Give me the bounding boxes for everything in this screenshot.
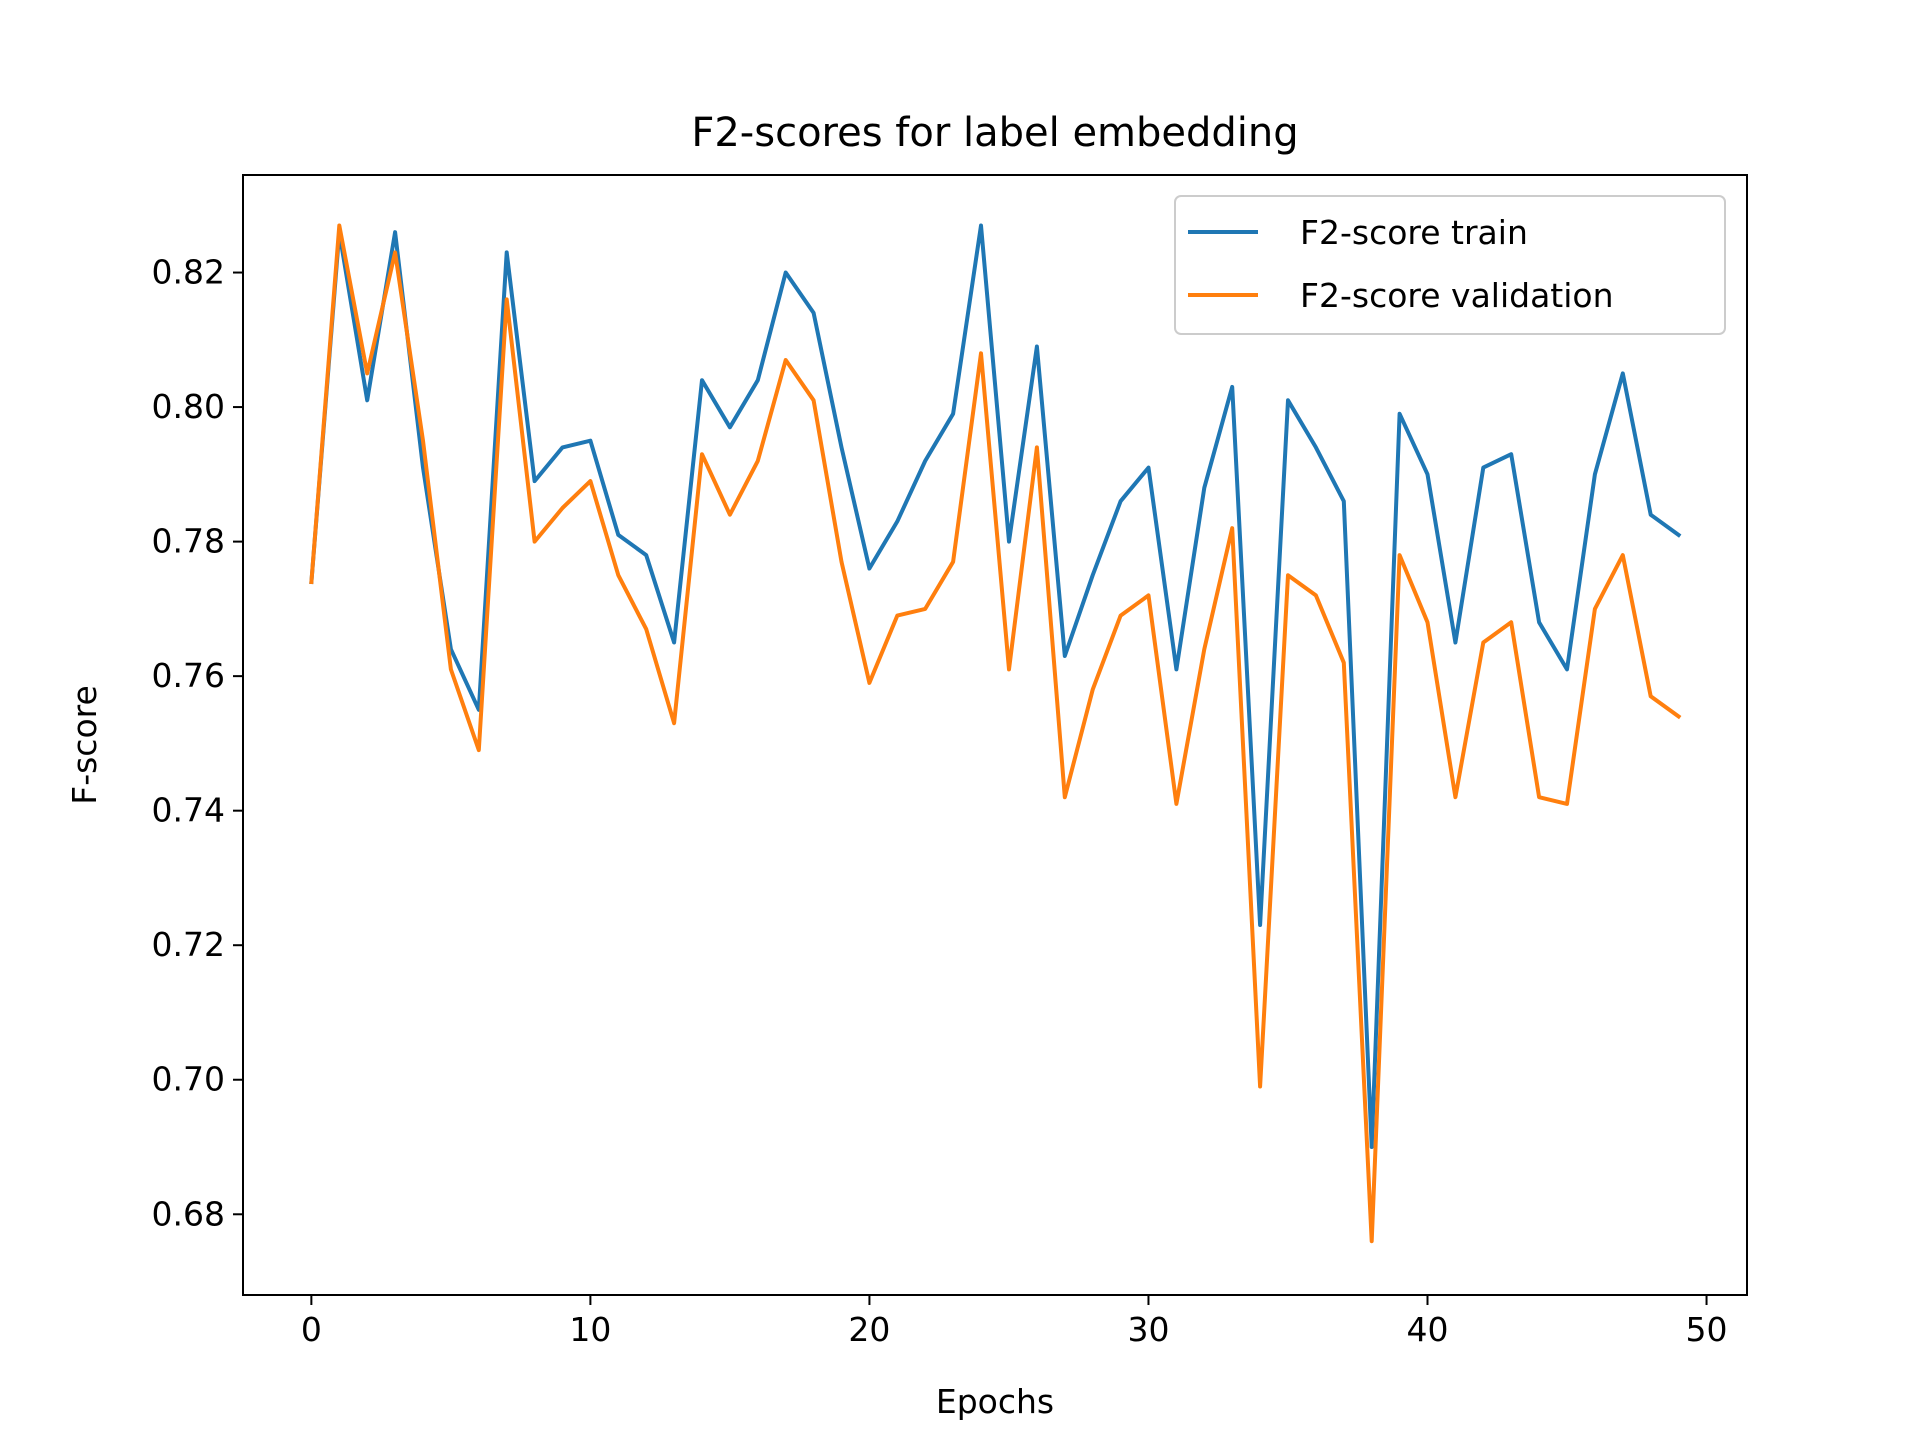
series-layer — [309, 223, 1682, 1244]
x-tick-label: 0 — [301, 1310, 322, 1349]
y-tick-label: 0.82 — [152, 253, 225, 292]
legend: F2-score train F2-score validation — [1174, 195, 1726, 335]
y-tick-label: 0.78 — [152, 522, 225, 561]
y-tick-label: 0.76 — [152, 656, 225, 695]
x-axis-label: Epochs — [936, 1382, 1054, 1421]
y-axis-ticks: 0.68 0.70 0.72 0.74 0.76 0.78 0.80 0.82 — [152, 253, 243, 1233]
legend-box — [1174, 195, 1726, 335]
x-tick-label: 30 — [1127, 1310, 1169, 1349]
x-tick-label: 40 — [1407, 1310, 1449, 1349]
legend-label-validation: F2-score validation — [1300, 276, 1614, 315]
x-tick-label: 10 — [569, 1310, 611, 1349]
y-tick-label: 0.72 — [152, 925, 225, 964]
y-axis-label: F-score — [65, 685, 104, 805]
plot-frame — [242, 174, 1748, 1296]
y-tick-label: 0.70 — [152, 1060, 225, 1099]
y-tick-label: 0.80 — [152, 387, 225, 426]
x-tick-label: 50 — [1686, 1310, 1728, 1349]
chart-title: F2-scores for label embedding — [691, 110, 1298, 156]
y-tick-label: 0.68 — [152, 1194, 225, 1233]
series-line-train — [309, 223, 1682, 1149]
legend-label-train: F2-score train — [1300, 213, 1528, 252]
series-line-validation — [309, 223, 1682, 1244]
y-tick-label: 0.74 — [152, 791, 225, 830]
x-axis-ticks: 0 10 20 30 40 50 — [301, 1295, 1728, 1349]
x-tick-label: 20 — [848, 1310, 890, 1349]
